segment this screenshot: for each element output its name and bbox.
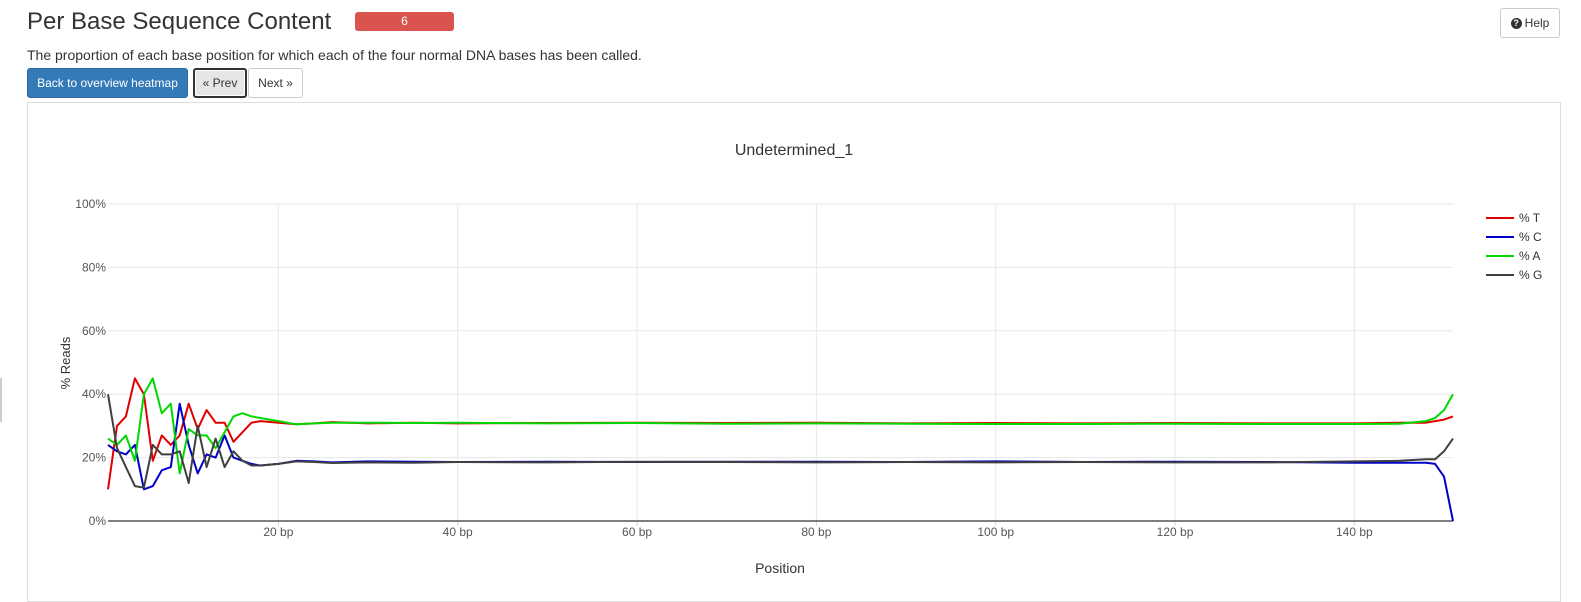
y-tick-label: 60% [82,324,106,338]
help-button-label: Help [1524,16,1550,30]
scroll-handle[interactable] [0,378,2,422]
y-axis-label: % Reads [58,336,73,389]
back-to-overview-button[interactable]: Back to overview heatmap [27,68,188,98]
x-tick-label: 140 bp [1336,525,1373,539]
x-axis-label: Position [755,560,805,576]
x-tick-label: 60 bp [622,525,652,539]
series-line-a[interactable] [107,377,1454,475]
legend-label-a[interactable]: % A [1519,249,1540,263]
chart-title: Undetermined_1 [735,142,853,159]
y-tick-label: 0% [89,514,107,528]
series-line-t[interactable] [107,377,1454,490]
grid [108,203,1453,521]
x-tick-label: 40 bp [443,525,473,539]
y-tick-label: 20% [82,451,106,465]
series-lines [107,377,1454,522]
legend-label-g[interactable]: % G [1519,268,1542,282]
y-tick-label: 80% [82,260,106,274]
legend-label-c[interactable]: % C [1519,230,1542,244]
axes: 0% 20% 40% 60% 80% 100% 20 bp 40 bp 60 bp 80 bp 10… [75,197,1453,539]
question-circle-icon: ? [1510,17,1522,29]
status-badge: 6 [355,12,454,31]
x-tick-label: 80 bp [801,525,831,539]
help-button[interactable]: ? Help [1500,8,1560,38]
line-chart: Undetermined_1 0% 20% 40% 60% 80% 100% 20 bp 40… [58,142,1542,576]
series-line-g[interactable] [107,394,1454,489]
prev-button[interactable]: « Prev [193,68,247,98]
y-tick-label: 100% [75,197,106,211]
x-tick-label: 100 bp [977,525,1014,539]
page-description: The proportion of each base position for… [27,47,642,63]
next-button[interactable]: Next » [248,68,303,98]
chart-panel: Undetermined_1 0% 20% 40% 60% 80% 100% 20 bp 40… [27,102,1561,602]
y-tick-label: 40% [82,387,106,401]
page-title: Per Base Sequence Content [27,8,332,35]
legend-label-t[interactable]: % T [1519,211,1541,225]
legend: % T % C % A % G [1486,211,1542,282]
x-tick-label: 20 bp [263,525,293,539]
x-tick-label: 120 bp [1157,525,1194,539]
